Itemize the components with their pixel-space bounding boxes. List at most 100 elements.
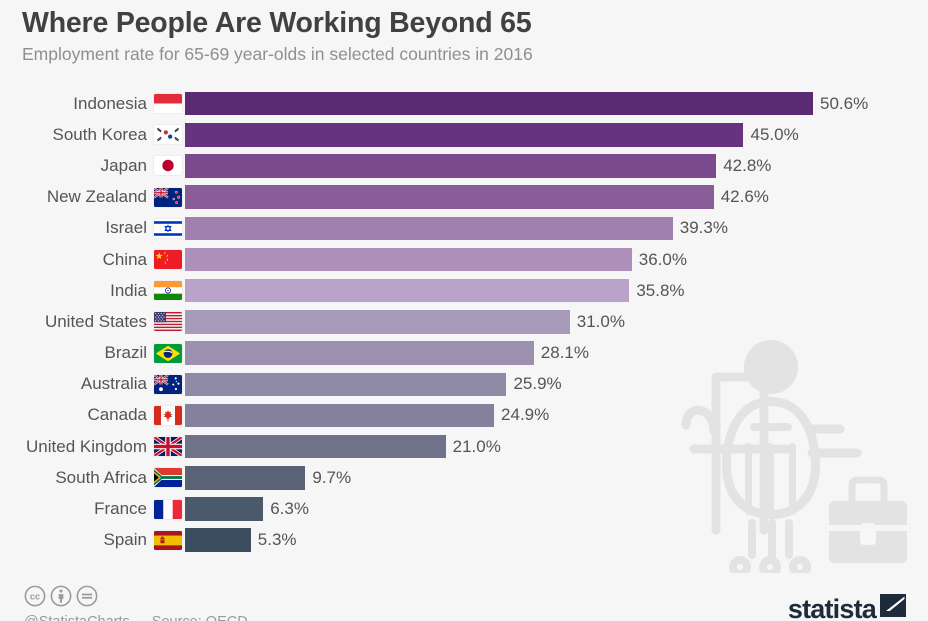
country-name: Israel bbox=[105, 218, 147, 238]
bar bbox=[185, 216, 673, 241]
country-name: South Korea bbox=[52, 124, 147, 144]
flag-japan-icon bbox=[154, 156, 182, 176]
bar-value-label: 50.6% bbox=[820, 93, 869, 113]
bar-group: 25.9% bbox=[185, 369, 928, 400]
flag-india-icon bbox=[154, 281, 182, 301]
country-name: United Kingdom bbox=[26, 436, 147, 456]
chart-row: Japan 42.8% bbox=[0, 150, 928, 181]
flag-canada-icon bbox=[154, 405, 182, 425]
flag-united-states-icon bbox=[154, 312, 182, 332]
country-label-group: Israel bbox=[0, 218, 185, 238]
chart-row: Australia 25.9% bbox=[0, 369, 928, 400]
country-label-group: Brazil bbox=[0, 343, 185, 363]
country-name: Canada bbox=[87, 405, 147, 425]
flag-china-icon bbox=[154, 250, 182, 270]
attribution-icon bbox=[50, 585, 72, 612]
country-label-group: Spain bbox=[0, 530, 185, 550]
bar bbox=[185, 341, 534, 365]
flag-brazil-icon bbox=[154, 343, 182, 363]
bar bbox=[185, 185, 714, 209]
bar-value-label: 42.6% bbox=[720, 187, 769, 207]
page-subtitle: Employment rate for 65-69 year-olds in s… bbox=[22, 44, 533, 64]
country-label-group: Indonesia bbox=[0, 94, 185, 114]
country-label-group: United States bbox=[0, 312, 185, 332]
bar-value-label: 35.8% bbox=[636, 280, 685, 300]
statista-mark-icon bbox=[880, 592, 906, 621]
bar-group: 21.0% bbox=[185, 431, 928, 462]
chart-row: Brazil 28.1% bbox=[0, 338, 928, 369]
country-name: Australia bbox=[80, 374, 147, 394]
bar bbox=[185, 310, 570, 334]
bar-group: 28.1% bbox=[185, 338, 928, 369]
flag-france-icon bbox=[154, 499, 182, 519]
bar-group: 42.8% bbox=[185, 150, 928, 181]
country-label-group: South Korea bbox=[0, 125, 185, 145]
bar bbox=[185, 497, 264, 521]
bar-group: 50.6% bbox=[185, 88, 928, 119]
chart-row: India 35.8% bbox=[0, 275, 928, 306]
bar-value-label: 42.8% bbox=[723, 155, 772, 175]
chart-row: Spain 5.3% bbox=[0, 525, 928, 556]
creative-commons-license-icons: cc bbox=[24, 585, 98, 612]
country-label-group: New Zealand bbox=[0, 187, 185, 207]
bar-group: 6.3% bbox=[185, 493, 928, 524]
bar-group: 24.9% bbox=[185, 400, 928, 431]
flag-australia-icon bbox=[154, 374, 182, 394]
chart-row: France 6.3% bbox=[0, 493, 928, 524]
bar-value-label: 25.9% bbox=[513, 374, 562, 394]
flag-israel-icon bbox=[154, 218, 182, 238]
country-label-group: China bbox=[0, 250, 185, 270]
chart-row: United Kingdom 21.0% bbox=[0, 431, 928, 462]
no-derivatives-icon bbox=[76, 585, 98, 612]
country-label-group: India bbox=[0, 281, 185, 301]
statista-logo: statista bbox=[788, 592, 906, 621]
country-name: France bbox=[94, 499, 147, 519]
bar-group: 31.0% bbox=[185, 306, 928, 337]
bar bbox=[185, 278, 630, 303]
country-name: United States bbox=[44, 311, 147, 331]
bar-value-label: 45.0% bbox=[750, 124, 799, 144]
flag-south-korea-icon bbox=[154, 125, 182, 145]
country-name: Indonesia bbox=[73, 93, 147, 113]
bar-group: 45.0% bbox=[185, 119, 928, 150]
bar-value-label: 31.0% bbox=[576, 311, 625, 331]
bar-value-label: 28.1% bbox=[540, 343, 589, 363]
chart-row: Canada 24.9% bbox=[0, 400, 928, 431]
chart-row: South Africa 9.7% bbox=[0, 462, 928, 493]
country-label-group: United Kingdom bbox=[0, 437, 185, 457]
data-source: Source: OECD bbox=[152, 614, 248, 621]
bar-value-label: 5.3% bbox=[257, 530, 297, 550]
country-label-group: Japan bbox=[0, 156, 185, 176]
bar bbox=[185, 123, 744, 147]
bar bbox=[185, 434, 446, 459]
bar-group: 42.6% bbox=[185, 182, 928, 213]
country-name: South Africa bbox=[55, 467, 147, 487]
country-label-group: Australia bbox=[0, 374, 185, 394]
statista-wordmark: statista bbox=[787, 594, 877, 621]
flag-south-africa-icon bbox=[154, 468, 182, 488]
statista-handle: @StatistaCharts bbox=[24, 614, 130, 621]
bar-group: 39.3% bbox=[185, 213, 928, 244]
page-title: Where People Are Working Beyond 65 bbox=[22, 7, 532, 39]
bar-group: 9.7% bbox=[185, 462, 928, 493]
country-name: New Zealand bbox=[46, 187, 147, 207]
chart-row: Indonesia 50.6% bbox=[0, 88, 928, 119]
flag-indonesia-icon bbox=[154, 94, 182, 114]
bar-group: 5.3% bbox=[185, 525, 928, 556]
country-name: India bbox=[110, 280, 147, 300]
creative-commons-icon: cc bbox=[24, 585, 46, 612]
country-label-group: South Africa bbox=[0, 468, 185, 488]
flag-united-kingdom-icon bbox=[154, 437, 182, 457]
bar bbox=[185, 247, 632, 272]
bar bbox=[185, 154, 717, 178]
chart-row: United States 31.0% bbox=[0, 306, 928, 337]
country-label-group: Canada bbox=[0, 405, 185, 425]
chart-row: South Korea 45.0% bbox=[0, 119, 928, 150]
footer-credits: @StatistaCharts Source: OECD bbox=[24, 614, 248, 621]
bar-value-label: 39.3% bbox=[679, 218, 728, 238]
country-name: Spain bbox=[103, 530, 147, 550]
chart-row: New Zealand 42.6% bbox=[0, 182, 928, 213]
bar bbox=[185, 372, 507, 397]
chart-row: Israel 39.3% bbox=[0, 213, 928, 244]
